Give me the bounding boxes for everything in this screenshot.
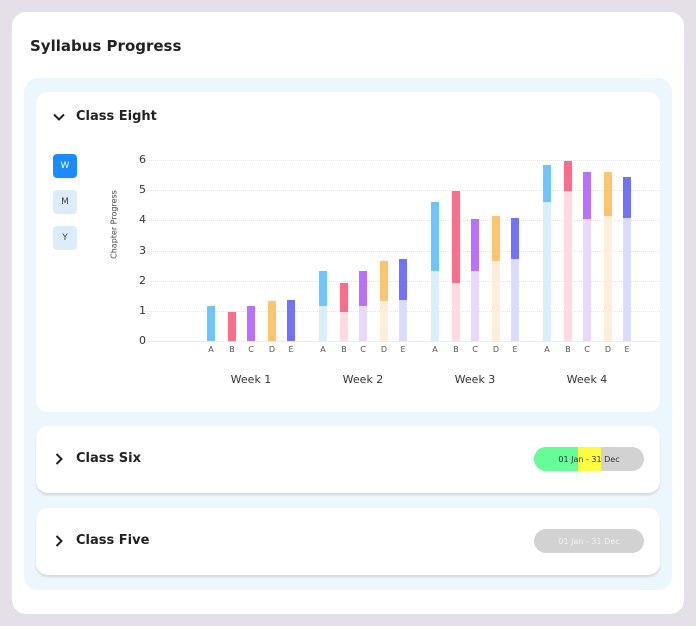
panel-class-eight: Class Eight W M Y Chapter Progress 0 1 2 3 4… [36, 92, 660, 412]
bar-segment[interactable] [511, 218, 519, 259]
progress-done-segment [534, 447, 578, 471]
y-tick-label: 2 [139, 273, 146, 287]
panel-class-six: Class Six 01 Jan - 31 Dec [36, 426, 660, 493]
chevron-down-icon [53, 113, 65, 121]
panel-title: Class Eight [76, 109, 157, 124]
panel-class-eight-header[interactable]: Class Eight [52, 109, 157, 124]
bar-previous-segment[interactable] [359, 306, 367, 341]
bar-segment[interactable] [492, 216, 500, 262]
y-axis-label: Chapter Progress [109, 190, 119, 259]
y-tick-label: 3 [139, 243, 146, 257]
bar-segment[interactable] [319, 271, 327, 306]
gridline [144, 220, 660, 222]
bar-segment[interactable] [380, 261, 388, 302]
chapter-progress-chart: Chapter Progress 0 1 2 3 4 5 6 A B C D E Week 1 A B C D E… [36, 92, 660, 412]
bar-segment[interactable] [623, 177, 631, 219]
panel-class-five-header[interactable]: Class Five [52, 533, 149, 548]
x-category-label: D [380, 345, 388, 354]
x-group-label: Week 1 [230, 373, 272, 386]
panel-title: Class Five [76, 533, 150, 548]
syllabus-progress-card: Syllabus Progress Class Eight W M Y Chap… [12, 12, 684, 614]
class-list: Class Eight W M Y Chapter Progress 0 1 2 3 4… [24, 78, 672, 590]
bar-segment[interactable] [471, 219, 479, 271]
x-category-label: B [565, 345, 571, 354]
bar-segment[interactable] [359, 271, 367, 306]
bar-previous-segment[interactable] [431, 271, 439, 341]
bar-previous-segment[interactable] [543, 202, 551, 341]
x-category-label: B [341, 345, 347, 354]
x-category-label: D [492, 345, 500, 354]
bar-previous-segment[interactable] [399, 299, 407, 341]
x-group-label: Week 3 [454, 373, 496, 386]
bar-segment[interactable] [287, 299, 295, 341]
bar-segment[interactable] [452, 191, 460, 284]
bar-segment[interactable] [564, 161, 572, 192]
bar-previous-segment[interactable] [564, 191, 572, 341]
x-group-label: Week 4 [566, 373, 608, 386]
bar-segment[interactable] [583, 172, 591, 220]
x-category-label: D [268, 345, 276, 354]
x-category-label: A [544, 345, 550, 354]
period-toggle-year[interactable]: Y [53, 226, 77, 250]
panel-title: Class Six [76, 451, 141, 466]
period-toggle-month[interactable]: M [53, 190, 77, 214]
bar-previous-segment[interactable] [319, 306, 327, 341]
bar-previous-segment[interactable] [380, 301, 388, 341]
bar-previous-segment[interactable] [511, 258, 519, 341]
gridline [144, 250, 660, 252]
x-category-label: C [360, 345, 366, 354]
x-category-label: C [248, 345, 254, 354]
bar-previous-segment[interactable] [623, 218, 631, 341]
date-range-text: 01 Jan - 31 Dec [558, 454, 620, 464]
page-title: Syllabus Progress [30, 37, 182, 55]
bar-segment[interactable] [228, 312, 236, 341]
bar-previous-segment[interactable] [604, 216, 612, 341]
bar-previous-segment[interactable] [583, 219, 591, 341]
bar-segment[interactable] [247, 306, 255, 341]
bar-segment[interactable] [431, 202, 439, 271]
date-range-progress-pill: 01 Jan - 31 Dec [534, 447, 644, 471]
bar-segment[interactable] [340, 283, 348, 313]
x-category-label: E [288, 345, 294, 354]
chevron-right-icon [55, 534, 63, 547]
x-category-label: A [432, 345, 438, 354]
x-category-label: D [604, 345, 612, 354]
y-tick-label: 4 [139, 213, 146, 227]
bar-previous-segment[interactable] [492, 261, 500, 341]
x-category-label: B [229, 345, 235, 354]
x-category-label: E [624, 345, 630, 354]
x-group-label: Week 2 [342, 373, 384, 386]
x-category-label: C [472, 345, 478, 354]
x-category-label: C [584, 345, 590, 354]
x-category-label: A [208, 345, 214, 354]
x-category-label: B [453, 345, 459, 354]
bar-segment[interactable] [543, 165, 551, 203]
bar-previous-segment[interactable] [340, 312, 348, 341]
gridline [144, 190, 660, 192]
x-category-label: E [512, 345, 518, 354]
bar-segment[interactable] [207, 306, 215, 341]
gridline [144, 160, 660, 161]
chevron-right-icon [55, 452, 63, 465]
y-tick-label: 6 [139, 153, 146, 166]
bar-segment[interactable] [268, 301, 276, 341]
y-tick-label: 0 [139, 334, 146, 347]
y-tick-label: 5 [139, 183, 146, 197]
x-category-label: A [320, 345, 326, 354]
bar-segment[interactable] [399, 258, 407, 300]
x-category-label: E [400, 345, 406, 354]
progress-current-segment [578, 447, 601, 471]
date-range-text: 01 Jan - 31 Dec [558, 536, 620, 546]
date-range-progress-pill: 01 Jan - 31 Dec [534, 529, 644, 553]
panel-class-five: Class Five 01 Jan - 31 Dec [36, 508, 660, 575]
period-toggle-week[interactable]: W [53, 154, 77, 178]
bar-previous-segment[interactable] [471, 271, 479, 341]
gridline [144, 341, 660, 342]
y-tick-label: 1 [139, 303, 146, 317]
bar-previous-segment[interactable] [452, 283, 460, 341]
bar-segment[interactable] [604, 172, 612, 217]
panel-class-six-header[interactable]: Class Six [52, 451, 141, 466]
